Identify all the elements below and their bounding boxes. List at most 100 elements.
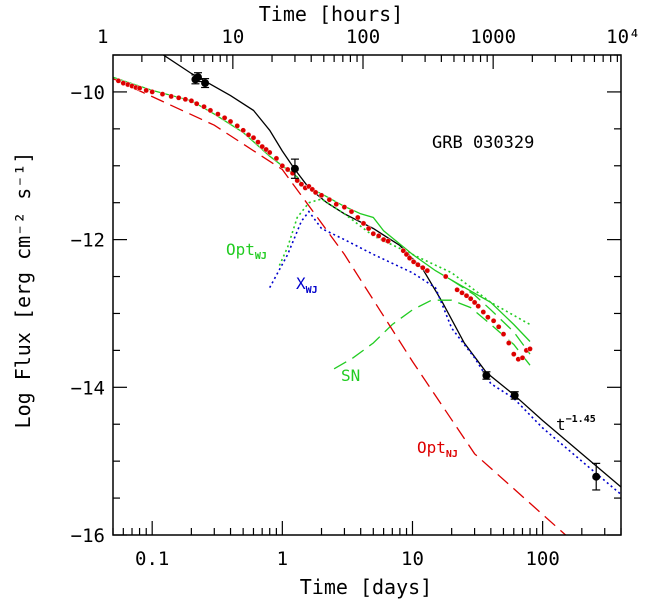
grb-label: GRB 030329 — [432, 133, 534, 153]
optical_model_dashed-line — [451, 279, 531, 355]
optical-point — [341, 204, 348, 210]
optical-point — [385, 238, 391, 244]
optical-point — [273, 155, 280, 162]
optical-point — [193, 100, 200, 107]
optical-point — [240, 127, 246, 134]
top-tick-label: 1 — [97, 26, 108, 48]
optical-point — [459, 289, 465, 296]
optical-point — [365, 225, 372, 232]
x_wj-line — [268, 210, 621, 496]
bottom-axis-title: Time [days] — [300, 575, 432, 599]
left-tick-label: −12 — [71, 230, 105, 252]
optical-point — [279, 162, 286, 169]
optical-point — [201, 103, 207, 110]
opt-wj-label: OptWJ — [226, 240, 267, 262]
opt-nj-label: OptNJ — [417, 438, 458, 460]
optical-point — [182, 96, 189, 103]
optical-point — [354, 214, 361, 221]
optical_model-line — [113, 76, 531, 342]
left-tick-label: −16 — [71, 525, 105, 547]
axis-ticks: 0.1 1 10 100 1 10 100 1000 10⁴ −10 −12 −14 −16 — [71, 26, 641, 570]
left-tick-label: −10 — [71, 82, 105, 104]
optical-point — [485, 314, 491, 321]
optical-point — [415, 261, 421, 268]
optical-point — [424, 267, 431, 274]
bottom-tick-label: 10 — [401, 548, 424, 570]
xray-point — [592, 472, 601, 481]
plot-marks — [113, 55, 621, 535]
optical-point — [480, 309, 487, 315]
optical-point — [471, 299, 478, 306]
xray-point — [482, 371, 491, 380]
optical-point — [168, 93, 174, 100]
power-law-label: t−1.45 — [556, 414, 596, 434]
optical-point — [221, 115, 228, 121]
optical-point — [463, 292, 470, 299]
optical-point — [207, 107, 214, 114]
optical-point — [298, 181, 305, 187]
optical-point — [495, 323, 502, 330]
top-tick-label: 10⁴ — [606, 26, 640, 48]
optical-point — [326, 196, 333, 203]
optical-point — [467, 295, 474, 302]
sn-label: SN — [341, 366, 360, 385]
x-wj-label: XWJ — [296, 274, 318, 296]
optical-point — [442, 273, 449, 280]
optical-point — [400, 247, 407, 254]
optical-point — [475, 303, 482, 309]
optical-point — [454, 286, 460, 293]
optical-point — [360, 220, 367, 227]
optical-point — [410, 258, 417, 265]
top-axis-title: Time [hours] — [259, 2, 404, 26]
optical-point — [115, 78, 122, 84]
xray_model-line — [162, 55, 621, 488]
optical-point — [234, 123, 240, 129]
optical-point — [266, 149, 273, 156]
optical-point — [250, 134, 257, 141]
optical-point — [419, 264, 426, 271]
optical-point — [500, 331, 507, 337]
optical-point — [255, 139, 261, 145]
optical-point — [175, 95, 182, 101]
optical-point — [149, 89, 155, 95]
optical-point — [510, 351, 517, 357]
xray-point — [194, 73, 202, 82]
bottom-tick-label: 1 — [277, 548, 288, 570]
optical-point — [215, 111, 221, 117]
bottom-tick-label: 100 — [525, 548, 559, 570]
opt_nj-line — [113, 78, 567, 535]
opt_wj-line — [278, 198, 531, 326]
optical-point — [527, 346, 533, 352]
optical-point — [348, 208, 355, 215]
optical-point — [519, 354, 526, 361]
plot-frame — [112, 54, 622, 536]
optical-point — [136, 85, 143, 91]
optical-point — [227, 118, 234, 125]
y-axis-title: Log Flux [erg cm⁻² s⁻¹] — [11, 152, 35, 429]
optical-point — [284, 166, 291, 173]
optical-point — [143, 87, 149, 94]
bottom-tick-label: 0.1 — [135, 548, 169, 570]
optical-point — [263, 146, 269, 153]
optical-point — [375, 233, 382, 239]
optical-point — [188, 98, 195, 104]
optical-point — [406, 255, 413, 261]
xray-point — [510, 391, 519, 400]
optical-point — [318, 192, 325, 199]
optical-point — [333, 201, 340, 207]
optical-point — [490, 317, 497, 324]
top-tick-label: 1000 — [470, 26, 516, 48]
sn_component-line — [333, 299, 531, 370]
optical-point — [370, 230, 377, 237]
top-tick-label: 10 — [221, 26, 244, 48]
top-tick-label: 100 — [346, 26, 380, 48]
xray-point — [290, 164, 299, 173]
optical-point — [259, 143, 266, 150]
xray-point — [201, 79, 210, 88]
optical-point — [245, 131, 252, 138]
plot-border — [112, 54, 622, 536]
optical-point — [505, 340, 512, 346]
optical-point — [159, 91, 166, 97]
left-tick-label: −14 — [71, 377, 105, 399]
